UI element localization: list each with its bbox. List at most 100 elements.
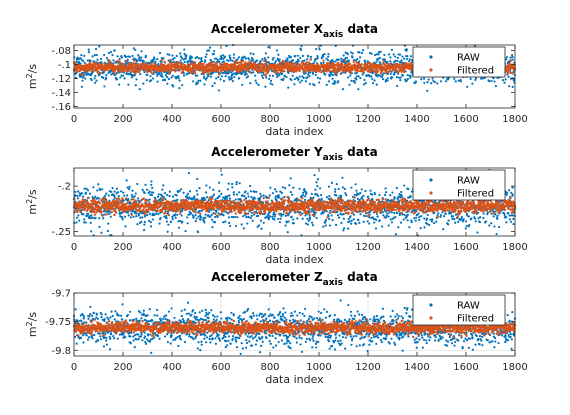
data-point-raw — [316, 185, 319, 188]
data-point-raw — [335, 194, 338, 197]
data-point-raw — [274, 59, 278, 63]
data-point-raw — [299, 56, 302, 59]
data-point-raw — [231, 182, 234, 186]
data-point-raw — [328, 217, 331, 221]
data-point-raw — [439, 80, 443, 83]
data-point-raw — [76, 194, 79, 197]
data-point-raw — [327, 185, 331, 188]
data-point-raw — [384, 191, 388, 194]
data-point-filtered — [180, 63, 184, 66]
data-point-raw — [310, 192, 313, 195]
data-point-raw — [278, 196, 281, 199]
x-tick-label: 1800 — [502, 114, 527, 125]
data-point-raw — [229, 57, 232, 60]
data-point-raw — [335, 58, 338, 61]
data-point-raw — [196, 82, 199, 85]
data-point-raw — [350, 79, 353, 82]
data-point-raw — [378, 193, 381, 197]
data-point-raw — [223, 55, 227, 58]
data-point-raw — [117, 195, 120, 198]
data-point-raw — [181, 84, 184, 87]
data-point-raw — [221, 54, 225, 57]
data-point-raw — [192, 215, 195, 218]
data-point-raw — [474, 77, 478, 80]
data-point-filtered — [403, 70, 406, 74]
data-point-raw — [86, 214, 89, 217]
data-point-raw — [362, 220, 365, 223]
data-point-raw — [311, 224, 315, 227]
data-point-raw — [371, 77, 374, 80]
data-point-raw — [147, 219, 151, 222]
data-point-filtered — [126, 69, 130, 73]
data-point-filtered — [234, 59, 237, 62]
data-point-raw — [150, 183, 153, 186]
data-point-raw — [210, 218, 214, 221]
data-point-raw — [352, 218, 355, 221]
data-point-raw — [164, 74, 168, 77]
data-point-raw — [389, 72, 392, 75]
data-point-raw — [386, 72, 390, 76]
data-point-raw — [306, 223, 309, 226]
data-point-raw — [426, 89, 429, 92]
data-point-raw — [430, 82, 433, 85]
data-point-filtered — [171, 68, 174, 72]
data-point-raw — [144, 183, 147, 186]
data-point-raw — [220, 192, 223, 195]
data-point-raw — [395, 186, 398, 190]
data-point-raw — [322, 55, 325, 58]
data-point-raw — [285, 75, 288, 79]
data-point-raw — [249, 82, 252, 85]
data-point-raw — [128, 185, 131, 188]
data-point-raw — [82, 213, 85, 216]
data-point-raw — [494, 84, 497, 88]
data-point-raw — [358, 56, 362, 59]
data-point-raw — [289, 55, 293, 59]
data-point-raw — [90, 214, 93, 217]
data-point-raw — [102, 76, 105, 79]
data-point-raw — [433, 80, 436, 84]
data-point-raw — [342, 54, 345, 57]
data-point-raw — [401, 55, 404, 58]
data-point-raw — [107, 51, 111, 55]
data-point-raw — [110, 190, 113, 193]
data-point-raw — [269, 186, 272, 189]
data-point-raw — [387, 215, 390, 218]
chart-title-sub: axis — [323, 30, 343, 40]
data-point-raw — [508, 85, 511, 88]
data-point-raw — [363, 78, 366, 81]
data-point-raw — [324, 224, 327, 227]
data-point-raw — [264, 52, 268, 55]
data-point-raw — [141, 188, 144, 191]
data-point-raw — [222, 60, 225, 63]
data-point-raw — [426, 80, 429, 84]
data-point-raw — [154, 60, 157, 63]
data-point-raw — [346, 53, 349, 56]
data-point-filtered — [237, 61, 240, 64]
data-point-raw — [283, 187, 287, 190]
data-point-raw — [355, 78, 358, 81]
data-point-raw — [177, 226, 181, 229]
data-point-raw — [230, 77, 233, 80]
data-point-raw — [251, 219, 254, 222]
data-point-raw — [488, 80, 491, 83]
data-point-raw — [242, 215, 245, 218]
data-point-raw — [204, 55, 207, 59]
data-point-raw — [281, 186, 284, 189]
data-point-raw — [211, 84, 214, 88]
data-point-raw — [362, 194, 365, 197]
data-point-raw — [250, 214, 253, 217]
data-point-raw — [156, 195, 160, 198]
data-point-raw — [334, 81, 337, 84]
data-point-raw — [135, 215, 138, 218]
data-point-raw — [200, 60, 204, 63]
data-point-raw — [228, 221, 231, 225]
data-point-raw — [94, 74, 97, 78]
data-point-raw — [247, 195, 250, 198]
data-point-raw — [226, 195, 229, 198]
data-point-raw — [120, 216, 124, 219]
data-point-raw — [111, 53, 114, 57]
data-point-raw — [127, 55, 130, 58]
data-point-raw — [101, 188, 104, 191]
data-point-raw — [293, 78, 296, 81]
data-point-raw — [150, 194, 154, 197]
